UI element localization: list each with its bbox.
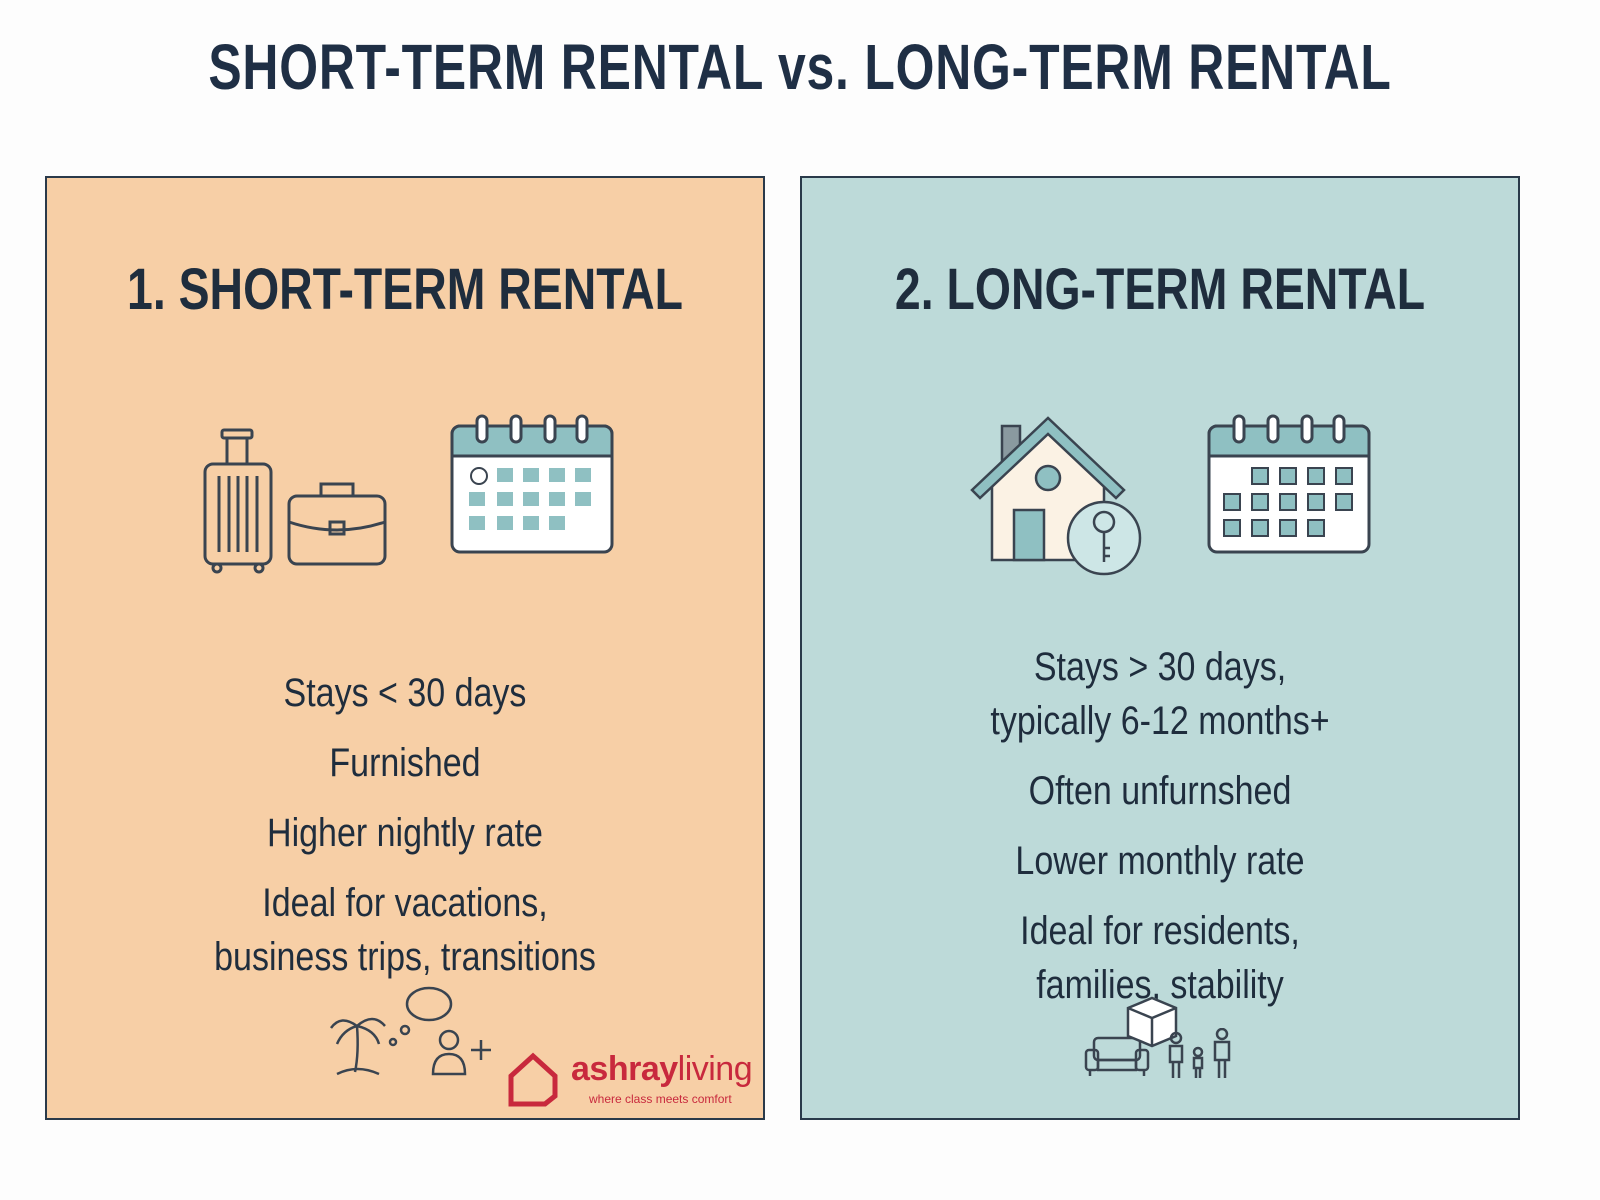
short-term-points: Stays < 30 days Furnished Higher nightly… <box>47 666 763 1000</box>
person-add-icon <box>431 1029 491 1076</box>
box-icon <box>1126 996 1178 1048</box>
point-stay-length: Stays > 30 days, typically 6-12 months+ <box>990 645 1330 743</box>
family-icon <box>1168 1028 1231 1078</box>
short-term-heading: 1. SHORT-TERM RENTAL <box>127 257 683 322</box>
palm-tree-icon <box>329 1017 386 1076</box>
point-ideal-for: Ideal for vacations, business trips, tra… <box>214 881 596 979</box>
point-rate: Higher nightly rate <box>267 811 543 855</box>
point-furnishing: Often unfurnshed <box>1028 769 1292 813</box>
long-term-panel: 2. LONG-TERM RENTAL Stays > 30 days, typ… <box>800 176 1520 1120</box>
point-rate: Lower monthly rate <box>1015 839 1305 883</box>
suitcase-icon <box>203 428 273 574</box>
house-logo-icon <box>508 1052 558 1107</box>
chat-bubble-icon <box>388 986 453 1047</box>
long-term-heading: 2. LONG-TERM RENTAL <box>894 257 1426 322</box>
briefcase-icon <box>287 482 387 566</box>
brand-tagline: where class meets comfort <box>589 1092 732 1106</box>
brand-name: ashrayliving <box>571 1050 753 1088</box>
point-furnishing: Furnished <box>329 741 481 785</box>
point-ideal-for: Ideal for residents, families, stability <box>1020 909 1300 1007</box>
long-term-points: Stays > 30 days, typically 6-12 months+ … <box>802 640 1518 1028</box>
brand-logo: ashrayliving where class meets comfort <box>507 1048 767 1118</box>
sofa-icon <box>1084 1036 1150 1076</box>
short-term-panel: 1. SHORT-TERM RENTAL Stays < 30 days Fur… <box>45 176 765 1120</box>
point-stay-length: Stays < 30 days <box>283 671 527 715</box>
calendar-icon <box>450 414 614 554</box>
house-key-icon <box>970 416 1142 576</box>
calendar-icon <box>1207 414 1371 554</box>
page-title: SHORT-TERM RENTAL vs. LONG-TERM RENTAL <box>208 31 1392 103</box>
